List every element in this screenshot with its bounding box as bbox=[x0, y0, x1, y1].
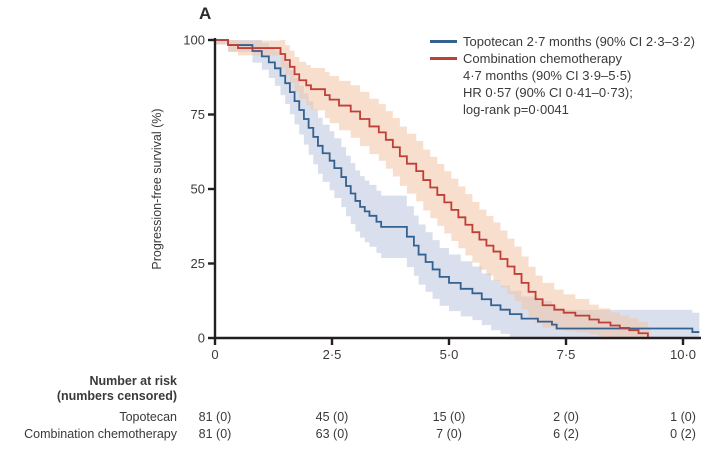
y-tick-label: 0 bbox=[198, 331, 205, 346]
legend-topotecan-text: Topotecan 2·7 months (90% CI 2·3–3·2) bbox=[463, 34, 695, 49]
legend-hazard-ratio: HR 0·57 (90% CI 0·41–0·73); bbox=[463, 85, 633, 100]
risk-cell: 45 (0) bbox=[315, 410, 349, 424]
risk-cell: 15 (0) bbox=[432, 410, 466, 424]
risk-table-header: Number at risk bbox=[89, 374, 177, 388]
legend-combination-text: Combination chemotherapy bbox=[463, 51, 622, 66]
y-tick-label: 25 bbox=[191, 256, 205, 271]
risk-cell: 63 (0) bbox=[315, 427, 349, 441]
risk-cell: 2 (0) bbox=[553, 410, 579, 424]
risk-cell: 0 (2) bbox=[670, 427, 696, 441]
risk-table-subheader: (numbers censored) bbox=[56, 389, 177, 403]
risk-cell: 7 (0) bbox=[436, 427, 462, 441]
x-tick-label: 10·0 bbox=[670, 347, 696, 362]
x-tick-label: 2·5 bbox=[323, 347, 342, 362]
legend: Topotecan 2·7 months (90% CI 2·3–3·2) Co… bbox=[430, 33, 695, 118]
x-tick-label: 0 bbox=[211, 347, 218, 362]
legend-combination-median: 4·7 months (90% CI 3·9–5·5) bbox=[463, 68, 632, 83]
risk-row-label-topotecan: Topotecan bbox=[119, 410, 177, 424]
combination-legend-line-icon bbox=[430, 57, 457, 60]
x-tick-label: 7·5 bbox=[557, 347, 576, 362]
panel-label: A bbox=[199, 4, 212, 23]
legend-log-rank: log-rank p=0·0041 bbox=[463, 102, 569, 117]
risk-cell: 6 (2) bbox=[553, 427, 579, 441]
topotecan-ci-band bbox=[215, 40, 700, 338]
topotecan-legend-line-icon bbox=[430, 40, 457, 43]
y-tick-label: 100 bbox=[183, 33, 205, 48]
risk-row-label-combination: Combination chemotherapy bbox=[24, 427, 177, 441]
combination-survival-curve bbox=[215, 39, 651, 339]
risk-cell: 1 (0) bbox=[670, 410, 696, 424]
topotecan-survival-curve bbox=[215, 39, 700, 333]
y-tick-label: 75 bbox=[191, 107, 205, 122]
risk-cell: 81 (0) bbox=[198, 427, 232, 441]
combination-ci-band bbox=[215, 40, 651, 338]
x-tick-label: 5·0 bbox=[440, 347, 459, 362]
y-axis-title: Progression-free survival (%) bbox=[150, 108, 164, 269]
y-tick-label: 50 bbox=[191, 182, 205, 197]
risk-cell: 81 (0) bbox=[198, 410, 232, 424]
